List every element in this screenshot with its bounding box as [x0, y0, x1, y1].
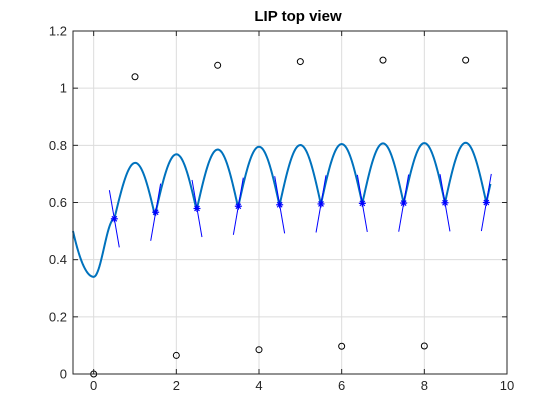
- foothold-1: [131, 73, 139, 81]
- y-tick-label-1: 0.2: [49, 309, 67, 324]
- midpoint-star-stroke: [318, 201, 324, 207]
- midpoint-star-5: [317, 200, 325, 208]
- foothold-7: [379, 56, 387, 64]
- foothold-4: [255, 346, 263, 354]
- trajectory-curve: [72, 141, 492, 278]
- x-tick-label-4: 8: [421, 378, 428, 393]
- cross-lines-layer: [108, 173, 492, 248]
- midpoint-star-stroke: [442, 199, 448, 206]
- midpoint-star-9: [482, 199, 490, 206]
- x-axis: 0 2 4 6 8 10: [90, 31, 514, 393]
- midpoint-star-4: [276, 201, 284, 209]
- midpoint-star-stroke: [235, 203, 242, 210]
- midpoint-star-8: [441, 199, 449, 207]
- x-tick-label-3: 6: [338, 378, 345, 393]
- foothold-6: [338, 342, 346, 350]
- y-tick-label-6: 1.2: [49, 24, 67, 39]
- midpoint-star-stroke: [111, 215, 118, 222]
- y-tick-label-0: 0: [60, 367, 67, 382]
- y-tick-label-4: 0.8: [49, 138, 67, 153]
- y-axis: 0 0.2 0.4 0.6 0.8 1 1.2: [49, 24, 507, 382]
- foothold-9: [462, 56, 470, 64]
- chart-title: LIP top view: [254, 8, 342, 25]
- midpoint-star-stroke: [152, 209, 159, 216]
- midpoint-star-stroke: [194, 205, 200, 212]
- midpoint-star-stroke: [276, 201, 283, 208]
- midpoint-star-6: [358, 199, 366, 207]
- midpoint-star-3: [234, 202, 242, 210]
- y-tick-label-2: 0.4: [49, 252, 67, 267]
- midpoints-layer: [110, 199, 490, 223]
- midpoint-star-stroke: [483, 199, 490, 206]
- trajectory-layer: [72, 141, 492, 278]
- midpoint-star-stroke: [400, 200, 407, 206]
- footholds-layer: [90, 56, 470, 378]
- x-tick-label-1: 2: [173, 378, 180, 393]
- x-tick-label-5: 10: [500, 378, 514, 393]
- foothold-2: [172, 351, 180, 359]
- y-tick-label-5: 1: [60, 81, 67, 96]
- foothold-8: [420, 342, 428, 350]
- foothold-3: [214, 61, 222, 69]
- foothold-5: [296, 58, 304, 66]
- midpoint-star-stroke: [359, 200, 366, 207]
- y-tick-label-3: 0.6: [49, 195, 67, 210]
- midpoint-star-7: [400, 199, 408, 207]
- x-tick-label-2: 4: [255, 378, 262, 393]
- midpoint-star-1: [152, 208, 160, 216]
- x-tick-label-0: 0: [90, 378, 97, 393]
- midpoint-star-2: [193, 205, 201, 213]
- midpoint-star-0: [110, 215, 118, 223]
